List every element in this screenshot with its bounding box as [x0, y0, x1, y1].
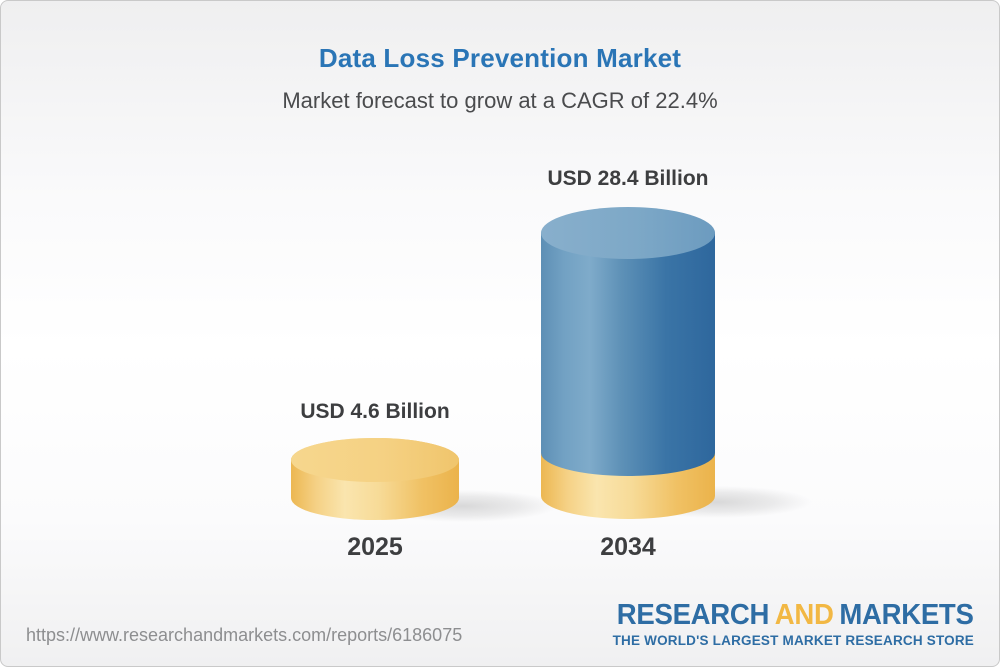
value-label-2025: USD 4.6 Billion — [300, 400, 450, 423]
logo-and: AND — [775, 599, 835, 631]
report-url[interactable]: https://www.researchandmarkets.com/repor… — [26, 625, 463, 645]
company-logo: RESEARCH AND MARKETS THE WORLD'S LARGEST M… — [598, 601, 975, 649]
cylinder-2034 — [541, 207, 715, 519]
axis-label-2025: 2025 — [347, 533, 403, 561]
cylinder-2025 — [291, 438, 459, 520]
logo-wordmark: RESEARCH AND MARKETS — [617, 601, 974, 630]
page-title: Data Loss Prevention Market — [318, 43, 682, 73]
logo-research: RESEARCH — [617, 599, 770, 631]
logo-markets: MARKETS — [839, 599, 975, 631]
page-subtitle: Market forecast to grow at a CAGR of 22.… — [282, 88, 718, 113]
value-label-2034: USD 28.4 Billion — [547, 167, 709, 190]
cylinder-2034-body — [541, 210, 715, 476]
logo-tagline: THE WORLD'S LARGEST MARKET RESEARCH STOR… — [612, 633, 974, 648]
axis-label-2034: 2034 — [600, 533, 656, 561]
